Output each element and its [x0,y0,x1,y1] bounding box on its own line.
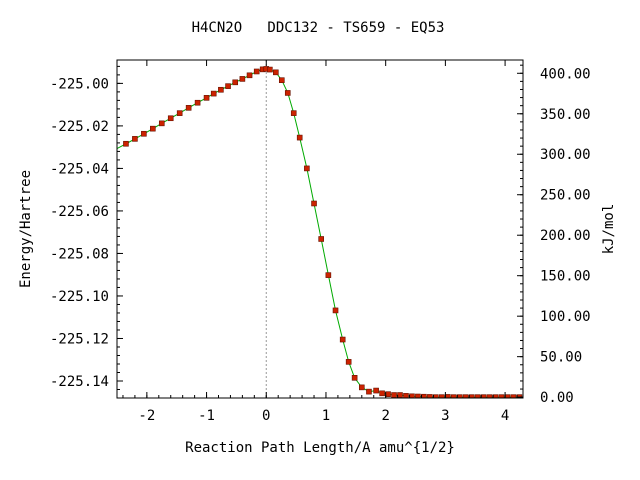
data-point-marker [385,391,391,397]
y2-tick-label: 250.00 [540,188,591,204]
data-point-marker [474,394,481,398]
data-point-marker [203,95,210,101]
y2-tick-label: 300.00 [540,147,591,163]
data-point-marker [141,130,147,137]
data-point-marker [150,125,156,132]
y-axis-hartree: -225.00 -225.02 -225.04 -225.06 -225.08 -225.… [50,65,123,399]
data-point-marker [132,136,138,142]
data-point-marker [273,69,279,76]
data-point-marker [486,394,493,398]
data-point-marker [325,272,332,278]
data-point-marker [468,394,475,398]
data-point-marker [366,388,372,395]
data-point-marker [358,384,365,391]
data-point-marker [450,394,457,398]
data-point-marker [415,393,421,398]
y-tick-label: -225.00 [50,76,109,92]
data-point-marker [403,393,409,398]
y2-tick-label: 50.00 [540,350,582,366]
data-point-marker [492,394,499,398]
x-tick-label: 3 [441,408,449,424]
data-point-marker [311,200,317,207]
data-point-marker [185,105,192,111]
y2-tick-label: 350.00 [540,107,591,123]
data-point-marker [232,79,239,86]
data-point-marker [397,392,403,398]
x-axis: -2 -1 0 1 2 3 4 [122,60,518,424]
y-axis-title: Energy/Hartree [18,170,34,288]
y-tick-label: -225.02 [50,119,109,135]
data-point-marker [304,165,310,172]
y2-axis-title: kJ/mol [601,204,617,255]
x-axis-title: Reaction Path Length/A amu^{1/2} [185,440,455,456]
data-point-marker [351,375,358,381]
y-tick-label: -225.06 [50,204,109,220]
data-point-marker [510,394,517,398]
y-axis-kjmol: 0.00 50.00 100.00 150.00 200.00 250.00 300.00 3… [517,64,591,406]
data-point-marker [444,394,451,398]
x-tick-label: -2 [138,408,155,424]
data-point-marker [158,120,165,127]
data-point-marker [339,336,346,343]
x-tick-label: 2 [381,408,389,424]
data-point-marker [253,68,260,75]
data-point-marker [123,140,129,147]
data-point-marker [379,390,385,397]
y2-tick-label: 200.00 [540,228,591,244]
y-tick-label: -225.08 [50,246,109,262]
x-tick-label: 4 [501,408,509,424]
data-point-marker [318,236,324,242]
data-point-marker [290,110,297,116]
data-point-marker [225,83,231,89]
plot-frame [116,59,524,399]
x-tick-label: 1 [322,408,330,424]
y2-tick-label: 150.00 [540,269,591,285]
y2-tick-label: 400.00 [540,66,591,82]
data-point-marker [284,90,291,96]
x-tick-label: -1 [198,408,215,424]
data-point-marker [373,387,379,394]
data-point-marker [210,90,217,97]
data-point-marker [332,307,339,314]
data-point-marker [296,134,303,141]
energy-curve-line [117,68,520,398]
data-point-marker [456,394,463,398]
y-tick-label: -225.12 [50,331,109,347]
data-point-marker [246,72,253,79]
y2-tick-label: 100.00 [540,309,591,325]
data-point-marker [345,359,352,365]
data-point-marker [438,394,445,398]
data-point-marker [504,394,511,398]
data-point-marker [427,394,433,398]
data-point-marker [176,110,183,116]
y-tick-label: -225.10 [50,289,109,305]
y-tick-label: -225.14 [50,374,109,390]
data-point-marker [480,394,487,398]
data-point-marker [194,99,201,106]
data-point-marker [218,86,224,93]
data-point-marker [462,394,469,398]
y-tick-label: -225.04 [50,161,109,177]
chart-title: H4CN2O DDC132 - TS659 - EQ53 [192,20,445,36]
x-tick-label: 0 [262,408,270,424]
data-point-marker [167,115,174,122]
y2-tick-label: 0.00 [540,390,574,406]
data-point-marker [498,394,505,398]
data-point-marker [433,394,439,398]
data-point-marker [239,76,246,82]
data-point-marker [267,66,273,73]
data-point-marker [278,77,285,83]
data-point-marker [391,392,397,398]
